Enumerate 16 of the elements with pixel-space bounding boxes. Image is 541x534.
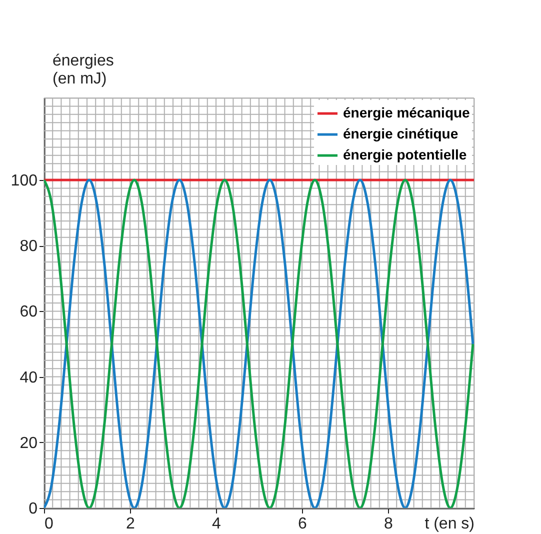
x-axis-title: t (en s) — [424, 516, 474, 532]
y-tick-label: 0 — [28, 500, 38, 518]
y-tick-label: 20 — [20, 434, 38, 452]
legend-label: énergie cinétique — [343, 126, 458, 142]
y-tick-label: 80 — [20, 238, 38, 256]
x-tick-label: 6 — [298, 516, 308, 532]
x-tick-label: 8 — [384, 516, 394, 532]
legend-label: énergie potentielle — [343, 146, 467, 162]
y-tick-label: 40 — [20, 369, 38, 386]
y-tick-label: 100 — [10, 172, 38, 190]
y-tick-label: 60 — [20, 304, 38, 321]
x-tick-label: 0 — [44, 516, 54, 532]
y-axis-title: énergies (en mJ) — [52, 52, 114, 88]
x-tick-label: 2 — [126, 516, 136, 532]
legend-label: énergie mécanique — [343, 104, 470, 120]
x-tick-label: 4 — [212, 516, 222, 532]
